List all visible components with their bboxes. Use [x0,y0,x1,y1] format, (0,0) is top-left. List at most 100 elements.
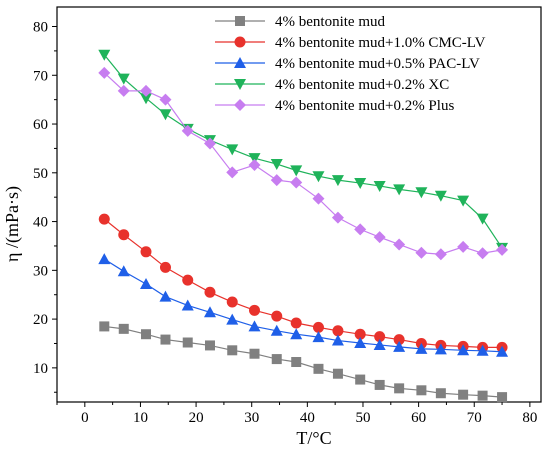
data-point [497,392,508,403]
data-point [416,385,427,396]
data-point [117,265,130,277]
y-tick-label: 10 [33,361,48,377]
plot-frame [56,6,542,403]
legend-marker [234,79,246,90]
data-point [226,296,238,308]
data-point [140,246,152,258]
data-point [118,229,130,241]
data-point [203,306,216,318]
data-point [393,184,406,196]
data-point [159,261,171,273]
x-tick-label: 60 [411,410,426,426]
data-point [354,336,367,348]
data-point [393,238,406,251]
legend-label: 4% bentonite mud+0.5% PAC-LV [275,56,480,72]
data-point [415,246,428,259]
data-point [204,340,215,351]
data-point [373,338,386,350]
data-point [373,180,386,192]
data-point [457,240,470,253]
data-point [248,304,260,316]
data-point [354,178,367,190]
x-tick-label: 20 [189,410,204,426]
data-point [98,253,111,265]
x-tick-label: 40 [300,410,315,426]
data-point [457,195,470,207]
x-tick-label: 0 [81,410,89,426]
data-point [415,342,428,354]
data-point [458,389,469,400]
data-point [98,213,110,225]
data-point [159,109,172,121]
y-tick-label: 80 [33,20,48,36]
data-point [98,66,111,79]
series-2 [98,213,508,353]
data-point [476,344,489,356]
data-point [354,223,367,236]
data-point [181,299,194,311]
y-tick-label: 40 [33,215,48,231]
data-point [477,390,488,401]
y-tick-label: 60 [33,117,48,133]
data-point [374,379,385,390]
data-point [291,357,302,368]
data-point [248,159,261,171]
data-point [141,329,152,340]
data-point [355,374,366,385]
data-point [98,49,111,61]
data-point [332,325,344,337]
data-point [374,331,386,343]
data-point [203,137,216,150]
series-1 [99,321,508,403]
data-point [271,310,283,322]
data-point [290,165,303,177]
data-point [332,368,343,379]
data-point [117,84,130,97]
data-point [434,343,447,355]
data-point [270,159,283,171]
data-point [312,321,324,333]
legend-marker [234,57,246,68]
data-point [312,171,325,183]
data-point [434,248,447,261]
data-point [226,313,239,325]
legend-label: 4% bentonite mud+1.0% CMC-LV [275,35,486,51]
data-point [249,348,260,359]
data-point [331,334,344,346]
data-point [270,324,283,336]
data-point [354,328,366,340]
y-tick-label: 70 [33,68,48,84]
data-point [159,290,172,302]
data-point [373,231,386,244]
data-point [159,93,172,106]
data-point [99,321,110,332]
data-point [393,334,405,346]
data-point [248,153,261,165]
data-point [457,344,470,356]
legend-marker [234,99,246,111]
data-point [140,93,153,105]
x-tick-label: 10 [133,410,148,426]
data-point [181,124,194,137]
x-tick-label: 30 [244,410,259,426]
plot-area: 0 10 20 30 40 50 60 70 80 10 20 30 40 50 60 70 80 4% bent… [33,6,542,426]
data-point [331,211,344,224]
series-4 [98,49,509,254]
legend-label: 4% bentonite mud [275,14,385,30]
data-point [415,187,428,199]
data-point [435,388,446,399]
series-3 [98,253,509,357]
data-point [226,144,239,156]
data-point [312,192,325,205]
data-point [227,345,238,356]
legend: 4% bentonite mud 4% bentonite mud+1.0% CM… [215,14,486,114]
data-point [476,247,489,260]
data-point [393,340,406,352]
data-point [226,166,239,179]
data-point [496,243,509,256]
x-tick-label: 70 [467,410,482,426]
legend-label: 4% bentonite mud+0.2% XC [275,77,449,93]
data-point [204,286,216,298]
data-point [290,317,302,329]
data-point [290,176,303,189]
